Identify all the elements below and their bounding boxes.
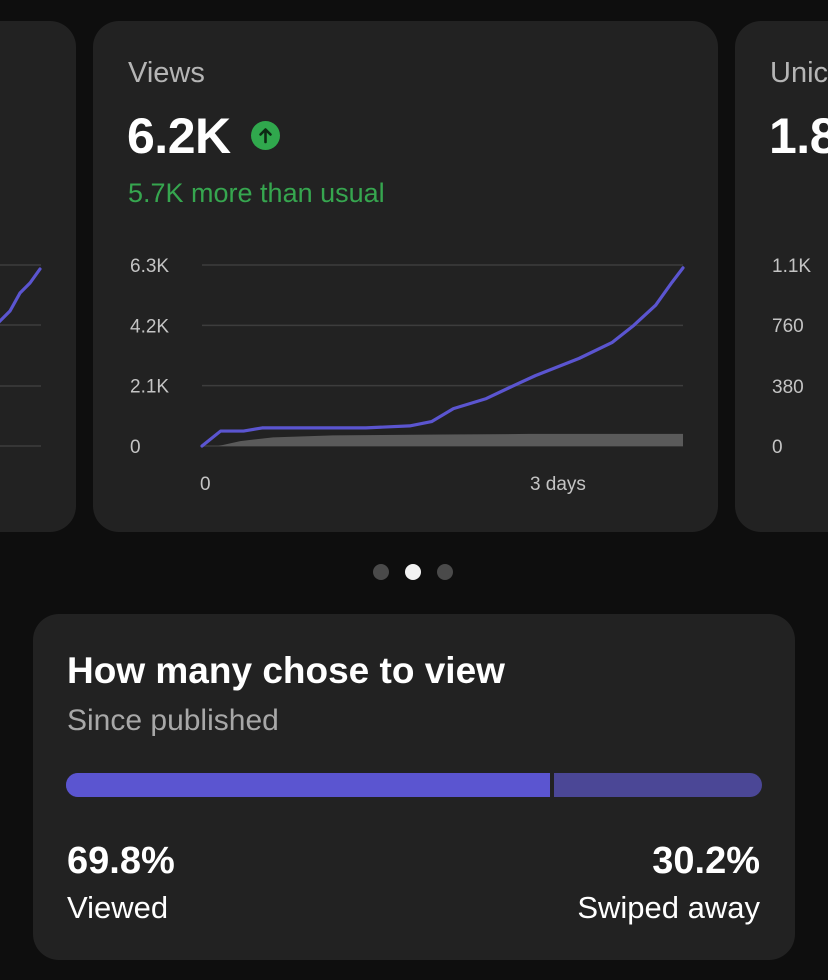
- chose-to-view-subtitle: Since published: [67, 704, 279, 737]
- x-tick-label: 0: [200, 474, 211, 495]
- swiped-label: Swiped away: [577, 890, 760, 925]
- x-tick-label: 3 days: [530, 474, 586, 495]
- swiped-percent: 30.2%: [652, 840, 760, 882]
- page-dot-3[interactable]: [437, 564, 453, 580]
- views-series-line: [200, 266, 685, 448]
- views-comparison-text: 5.7K more than usual: [128, 178, 385, 208]
- arrow-up-circle-icon: [251, 121, 280, 150]
- y-tick-label: 380: [772, 377, 804, 398]
- carousel-card-views[interactable]: Views 6.2K 5.7K more than usual 6.3K 4.2K…: [93, 21, 718, 532]
- y-tick-label: 4.2K: [130, 316, 169, 337]
- previous-series-line: [0, 267, 42, 324]
- page-dot-2[interactable]: [405, 564, 421, 580]
- page-dot-1[interactable]: [373, 564, 389, 580]
- views-value: 6.2K: [127, 108, 231, 164]
- view-ratio-bar: [66, 773, 762, 797]
- carousel-card-previous[interactable]: [0, 21, 76, 532]
- views-line-chart: 6.3K 4.2K 2.1K 0 0 3 days: [130, 256, 685, 495]
- y-tick-label: 2.1K: [130, 377, 169, 398]
- next-metric-chart: 1.1K 760 380 0: [772, 256, 811, 458]
- y-tick-label: 0: [772, 437, 783, 458]
- next-metric-value: 1.8: [769, 108, 828, 164]
- y-tick-label: 6.3K: [130, 256, 169, 277]
- baseline-area: [218, 433, 683, 446]
- chose-to-view-card: How many chose to view Since published 6…: [33, 614, 795, 960]
- chose-to-view-title: How many chose to view: [67, 650, 505, 691]
- next-metric-title: Unic: [770, 57, 828, 89]
- y-tick-label: 1.1K: [772, 256, 811, 277]
- viewed-label: Viewed: [67, 890, 169, 925]
- views-title: Views: [128, 57, 205, 89]
- viewed-segment: [66, 773, 554, 797]
- y-tick-label: 0: [130, 437, 141, 458]
- y-tick-label: 760: [772, 316, 804, 337]
- viewed-percent: 69.8%: [67, 840, 175, 882]
- carousel-card-next[interactable]: Unic 1.8 1.1K 760 380 0: [735, 21, 828, 532]
- previous-metric-chart: [0, 264, 42, 447]
